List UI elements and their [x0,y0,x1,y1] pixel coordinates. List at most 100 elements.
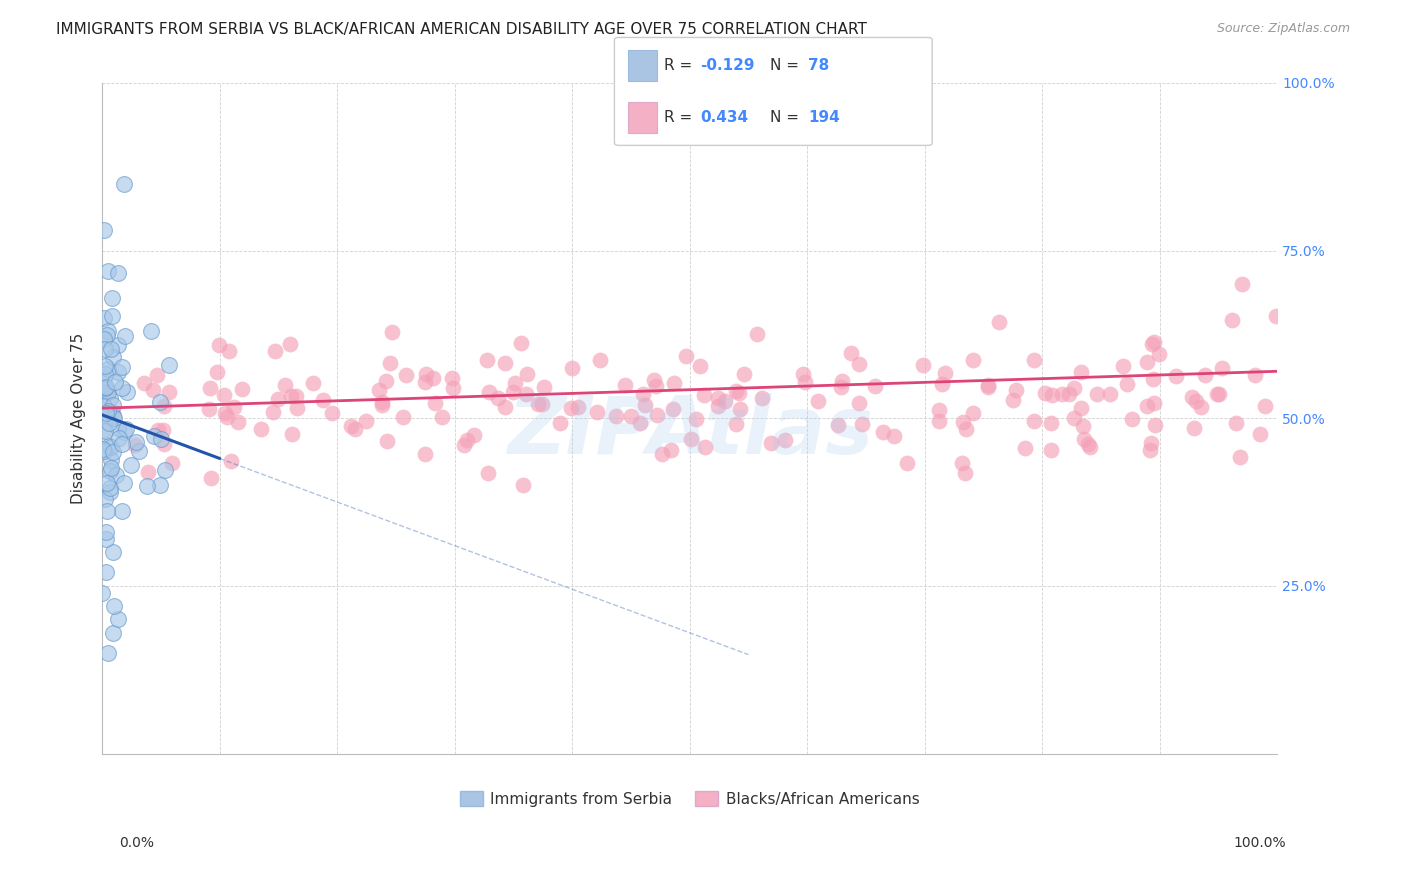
Point [94,525,117,540]
Point [108,432,131,446]
Point [586,404,609,418]
Point [266,392,288,406]
Text: 100.0%: 100.0% [1234,836,1286,850]
Point [613,377,636,392]
Point [792,367,814,381]
Point [533,379,555,393]
Point [132,376,155,391]
Point [94,359,117,373]
Point [96,380,118,394]
Point [620,409,643,423]
Point [115,385,138,400]
Point [1022,414,1045,428]
Point [728,385,751,400]
Point [395,368,418,382]
Point [198,402,221,417]
Point [560,401,582,416]
Point [773,434,796,448]
Point [139,324,162,338]
Point [115,422,138,436]
Point [1143,417,1166,432]
Point [107,421,129,435]
Point [494,356,516,370]
Point [96,504,118,518]
Point [962,406,984,420]
Point [111,504,134,518]
Point [96,566,118,580]
Point [148,478,170,492]
Point [515,387,537,401]
Point [148,423,170,437]
Y-axis label: Disability Age Over 75: Disability Age Over 75 [72,333,86,504]
Point [530,397,553,411]
Point [1194,368,1216,382]
Point [97,263,120,277]
Point [527,397,550,411]
Point [953,466,976,480]
Point [807,393,830,408]
Point [1063,381,1085,395]
Point [456,433,478,447]
Point [321,405,343,419]
Point [1077,437,1099,451]
Point [693,388,716,402]
Point [93,370,115,384]
Point [110,381,132,395]
Point [413,447,436,461]
Point [1230,277,1253,292]
Point [848,396,870,410]
Point [1149,346,1171,360]
Point [589,353,612,368]
Point [128,444,150,458]
Text: 0.434: 0.434 [700,110,748,125]
Point [312,392,335,407]
Point [928,403,950,417]
Point [101,398,124,412]
Point [208,338,231,352]
Point [97,385,120,400]
Point [231,383,253,397]
Point [101,625,124,640]
Point [441,371,464,385]
Point [662,402,685,417]
Point [976,379,998,393]
Point [215,410,238,425]
Point [510,335,533,350]
Point [101,405,124,419]
Point [91,423,114,437]
Point [707,392,730,406]
Point [733,367,755,381]
Point [1071,419,1094,434]
Point [1098,387,1121,401]
Point [375,374,398,388]
Point [1040,387,1063,401]
Point [354,414,377,428]
Point [1022,353,1045,368]
Point [97,384,120,398]
Point [679,433,702,447]
Point [432,410,454,425]
Legend: Immigrants from Serbia, Blacks/African Americans: Immigrants from Serbia, Blacks/African A… [454,785,925,813]
Text: R =: R = [664,58,697,73]
Point [101,291,124,305]
Point [1050,387,1073,401]
Point [135,479,157,493]
Point [136,465,159,479]
Point [441,381,464,395]
Point [212,388,235,402]
Point [94,532,117,546]
Point [950,456,973,470]
Point [502,384,524,399]
Point [1140,336,1163,351]
Point [226,416,249,430]
Point [125,434,148,449]
Point [1139,436,1161,450]
Point [1136,400,1159,414]
Point [631,386,654,401]
Point [1073,432,1095,446]
Point [153,437,176,451]
Point [415,368,437,382]
Point [745,327,768,342]
Point [205,365,228,379]
Point [93,310,115,325]
